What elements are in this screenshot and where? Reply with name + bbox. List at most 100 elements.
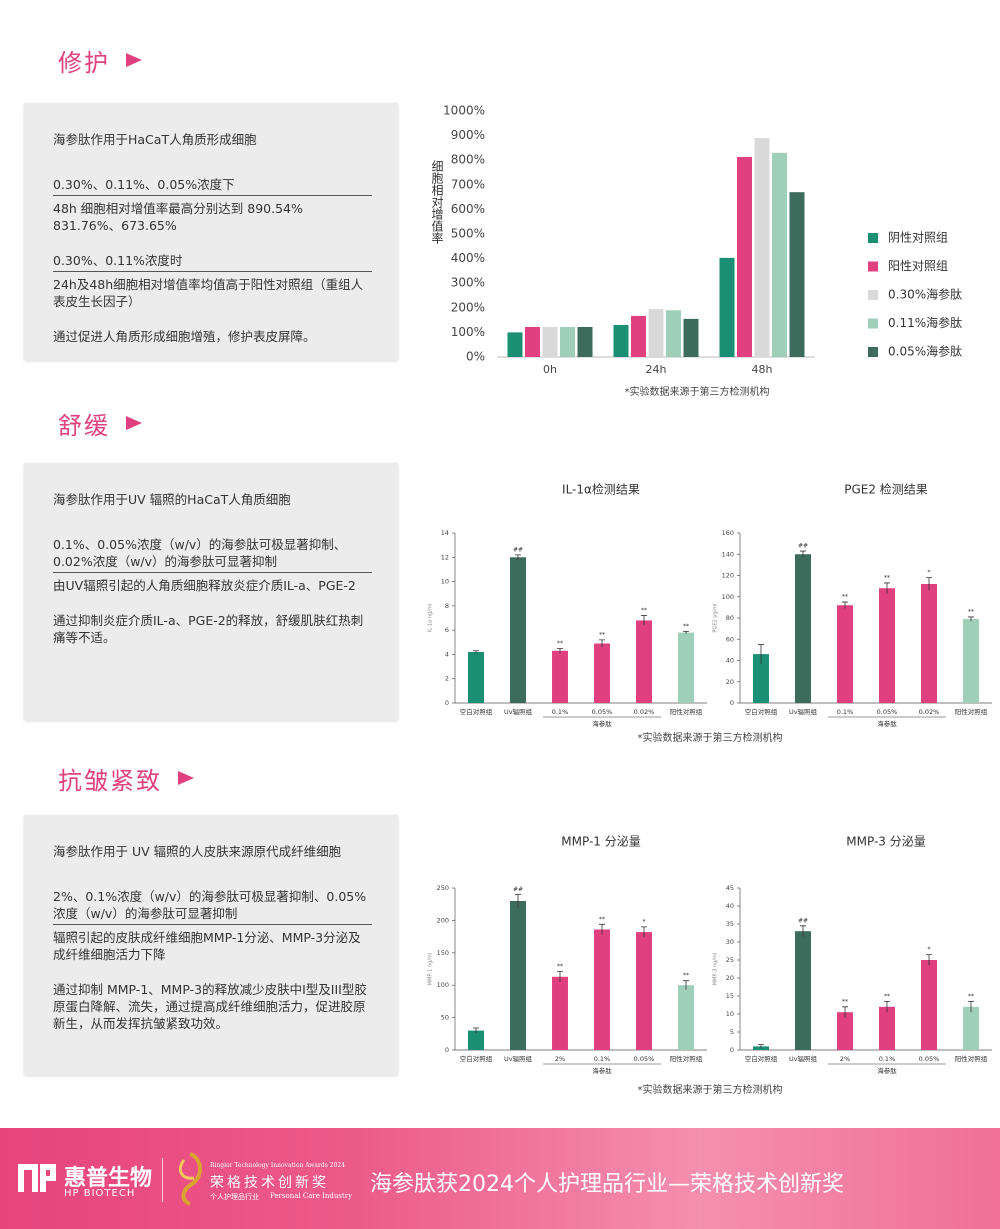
- y-tick-label: 45: [726, 884, 734, 892]
- award-industry: 个人护理品行业: [210, 1193, 259, 1201]
- significance-label: **: [968, 993, 974, 1000]
- y-tick-label: 0: [730, 699, 734, 707]
- y-tick-label: 400%: [451, 251, 485, 265]
- section-heading: 舒缓: [58, 408, 142, 440]
- x-tick-label: 空白对照组: [460, 707, 493, 716]
- significance-label: ##: [798, 917, 808, 924]
- significance-label: **: [884, 574, 890, 581]
- error-bar: [758, 644, 764, 664]
- bar: [636, 932, 652, 1050]
- paragraph: 海参肽作用于 UV 辐照的人皮肤来源原代成纤维细胞: [53, 844, 342, 859]
- bar: [594, 929, 610, 1050]
- bar: [666, 310, 681, 357]
- y-tick-label: 200%: [451, 300, 485, 314]
- significance-label: ##: [798, 543, 808, 550]
- significance-label: ##: [513, 546, 523, 553]
- y-tick-label: 20: [726, 678, 734, 686]
- paragraph: 48h 细胞相对增值率最高分别达到 890.54% 831.76%、673.65…: [53, 201, 303, 233]
- chart: 0 50 100 150 200 250 MMP-1 分泌量 MMP-1 ng/ml 空白对照组…: [428, 835, 707, 1075]
- error-bar: [926, 577, 932, 591]
- y-tick-label: 0: [445, 699, 449, 707]
- text-box: 海参肽作用于HaCaT人角质形成细胞 0.30%、0.11%、0.05%浓度下 …: [24, 103, 398, 360]
- significance-label: *: [928, 569, 931, 576]
- x-tick-label: 0h: [543, 363, 557, 376]
- chart-title: IL-1α检测结果: [562, 482, 640, 497]
- error-bar: [515, 554, 521, 560]
- error-bar: [842, 601, 848, 609]
- y-tick-label: 25: [726, 956, 734, 964]
- significance-label: **: [599, 631, 605, 638]
- error-bar: [842, 1006, 848, 1018]
- x-tick-label: 阳性对照组: [955, 707, 988, 716]
- separator: [162, 1158, 163, 1202]
- x-tick-label: Uv辐照组: [789, 1054, 818, 1063]
- bar: [648, 309, 664, 357]
- bar: [678, 632, 694, 703]
- significance-label: **: [683, 623, 689, 630]
- bar: [552, 650, 568, 703]
- y-tick-label: 10: [441, 578, 449, 586]
- bar: [468, 652, 484, 703]
- bar: [754, 138, 770, 357]
- section-title: 抗皱紧致: [58, 766, 162, 795]
- significance-label: **: [842, 594, 848, 601]
- y-tick-label: 60: [726, 635, 734, 643]
- x-tick-label: 0.1%: [837, 708, 854, 716]
- y-tick-label: 4: [445, 650, 449, 658]
- error-bar: [473, 650, 479, 654]
- error-bar: [758, 1044, 764, 1049]
- paragraph: 0.30%、0.11%浓度时: [53, 252, 372, 272]
- y-tick-label: 5: [730, 1028, 734, 1036]
- note: *实验数据来源于第三方检测机构: [637, 1085, 783, 1096]
- bar: [719, 257, 735, 357]
- arrow: [126, 416, 142, 430]
- y-tick-label: 1000%: [443, 104, 485, 118]
- y-tick-label: 40: [726, 657, 734, 665]
- significance-label: **: [641, 607, 647, 614]
- y-tick-label: 100%: [451, 325, 485, 339]
- legend-swatch: [868, 347, 878, 357]
- y-tick-label: 30: [726, 938, 734, 946]
- bar: [772, 152, 787, 357]
- bar: [468, 1030, 484, 1050]
- legend-swatch: [868, 233, 878, 243]
- paragraph: 通过促进人角质形成细胞增殖，修护表皮屏障。: [53, 329, 316, 344]
- x-tick-label: 阳性对照组: [955, 1054, 988, 1063]
- x-tick-label: 0.02%: [919, 708, 940, 716]
- error-bar: [800, 925, 806, 937]
- bar: [963, 1006, 979, 1050]
- error-bar: [968, 616, 974, 622]
- error-bar: [884, 1001, 890, 1013]
- y-tick-label: 20: [726, 974, 734, 982]
- bar: [678, 985, 694, 1050]
- bar: [507, 332, 523, 357]
- chart: 0 2 4 6 8 10 12 14 IL-1α检测结果 IL-1α ng/ml 空白对照组 ## Uv…: [428, 482, 707, 728]
- x-tick-label: 48h: [752, 363, 773, 376]
- significance-label: ##: [513, 886, 523, 893]
- text-box: 海参肽作用于UV 辐照的HaCaT人角质细胞 0.1%、0.05%浓度（w/v）…: [24, 463, 398, 720]
- error-bar: [968, 1001, 974, 1013]
- y-tick-label: 6: [445, 626, 449, 634]
- bar: [837, 605, 853, 703]
- logo-mark: [18, 1164, 56, 1192]
- x-tick-label: 0.02%: [634, 708, 655, 716]
- y-tick-label: 0%: [466, 350, 485, 364]
- bar: [753, 1046, 769, 1050]
- error-bar: [800, 550, 806, 558]
- legend-swatch: [868, 261, 878, 272]
- paragraph: 辐照引起的皮肤成纤维细胞MMP-1分泌、MMP-3分泌及成纤维细胞活力下降: [53, 930, 361, 962]
- significance-label: **: [599, 916, 605, 923]
- y-tick-label: 0: [445, 1046, 449, 1054]
- legend-label: 阳性对照组: [888, 259, 948, 273]
- error-bar: [926, 954, 932, 966]
- y-axis-label: PGE2 pg/ml: [713, 603, 719, 632]
- paragraph: 0.1%、0.05%浓度（w/v）的海参肽可极显著抑制、0.02%浓度（w/v）…: [53, 536, 372, 573]
- error-bar: [683, 630, 689, 634]
- significance-label: **: [683, 972, 689, 979]
- chart: 0 20 40 60 80 100 120 140 160 PGE2 检测结果 PGE2 pg/ml…: [713, 482, 992, 728]
- bar: [636, 620, 652, 703]
- arrow: [126, 53, 142, 67]
- x-tick-label: 0.1%: [552, 708, 569, 716]
- legend-label: 阴性对照组: [888, 231, 948, 245]
- group-label: 海参肽: [877, 719, 897, 728]
